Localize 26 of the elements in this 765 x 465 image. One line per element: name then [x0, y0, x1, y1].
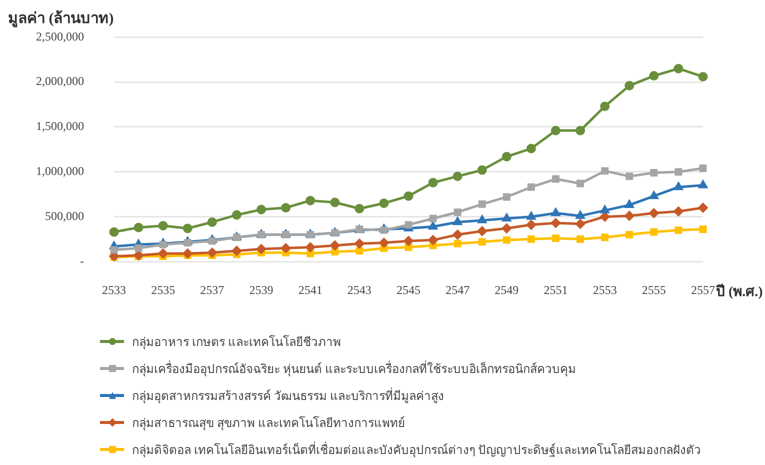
x-tick-label: 2551 — [544, 282, 568, 297]
x-tick-label: 2553 — [592, 282, 617, 297]
x-tick-label: 2539 — [249, 282, 274, 297]
legend-label: กลุ่มสาธารณสุข สุขภาพ และเทคโนโลยีทางการแพทย์ — [132, 415, 405, 432]
x-tick-label: 2545 — [396, 282, 420, 297]
x-tick-label: 2537 — [200, 282, 224, 297]
legend-label: กลุ่มเครื่องมืออุปกรณ์อัจฉริยะ หุ่นยนต์ และระบบเครื่องกลที่ใช้ระบบอิเล็กทรอนิกส์ควบคุม — [132, 360, 576, 378]
legend-label: กลุ่มอุตสาหกรรมสร้างสรรค์ วัฒนธรรม และบริการที่มีมูลค่าสูง — [132, 386, 444, 405]
y-tick-label: 1,000,000 — [36, 164, 84, 178]
x-tick-label: 2533 — [102, 282, 126, 297]
x-tick-label: 2535 — [151, 282, 176, 297]
y-tick-label: 2,500,000 — [36, 29, 84, 44]
legend-label: กลุ่มดิจิตอล เทคโนโลยีอินเทอร์เน็ตที่เชื่อมต่อและบังคับอุปกรณ์ต่างๆ ปัญญาประดิษฐ์และเทคโนโลยีสมองกลฝังตัว — [132, 440, 701, 459]
x-axis-title: ปี (พ.ศ.) — [716, 282, 763, 302]
y-tick-label: - — [80, 254, 84, 268]
y-tick-label: 500,000 — [45, 208, 84, 223]
x-tick-label: 2541 — [298, 282, 322, 297]
x-tick-label: 2543 — [347, 282, 372, 297]
x-tick-label: 2555 — [642, 282, 666, 297]
y-axis-title: มูลค่า (ล้านบาท) — [8, 9, 114, 30]
y-tick-label: 2,000,000 — [36, 74, 84, 88]
x-tick-label: 2549 — [494, 282, 519, 297]
y-tick-label: 1,500,000 — [36, 119, 84, 134]
legend-label: กลุ่มอาหาร เกษตร และเทคโนโลยีชีวภาพ — [132, 334, 341, 351]
x-tick-label: 2557 — [691, 282, 715, 297]
x-tick-label: 2547 — [446, 282, 470, 297]
